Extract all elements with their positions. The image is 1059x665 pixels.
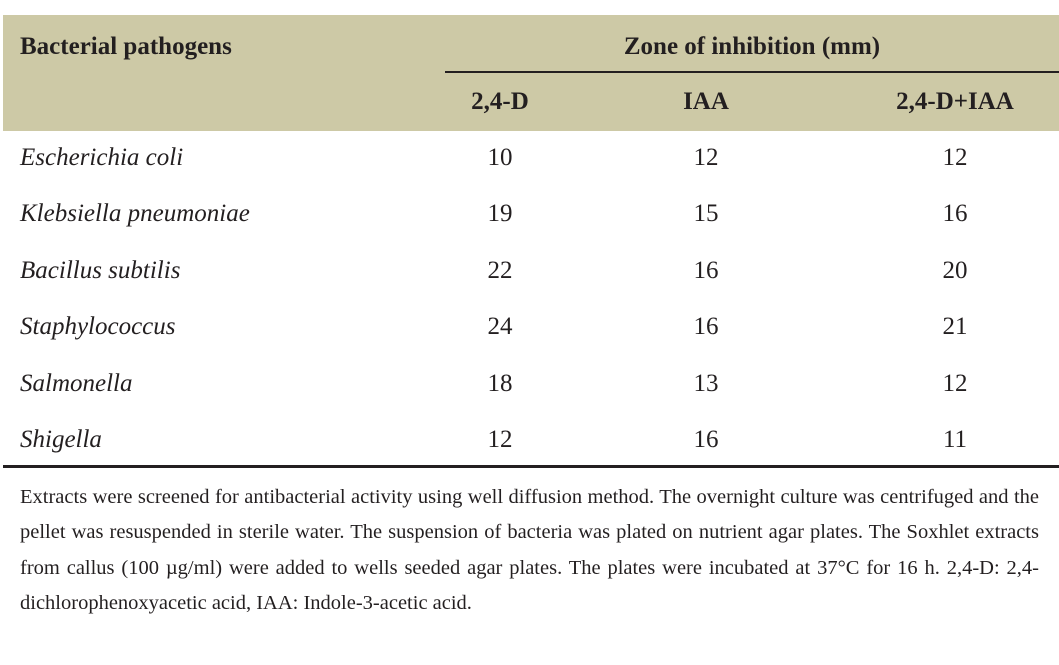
header-cell: 2,4-D [471, 88, 529, 115]
cell-value: 22 [487, 256, 513, 284]
cell-value: 16 [693, 426, 719, 453]
header-band [3, 15, 1059, 131]
cell-value: 21 [942, 313, 968, 341]
cell-value: 13 [693, 369, 719, 397]
row-label: Klebsiella pneumoniae [20, 200, 250, 228]
header-cell: 2,4-D+IAA [896, 88, 1014, 115]
header-rule [445, 71, 1059, 73]
footnote: Extracts were screened for antibacterial… [20, 486, 1039, 615]
cell-value: 10 [487, 144, 513, 171]
row-label: Escherichia coli [20, 144, 184, 171]
cell-value: 11 [942, 426, 968, 453]
cell-value: 12 [942, 369, 968, 397]
cell-value: 15 [693, 200, 719, 228]
row-label: Shigella [20, 426, 102, 453]
cell-value: 16 [942, 200, 968, 228]
header-group: Zone of inhibition (mm) [623, 33, 881, 60]
cell-value: 18 [487, 369, 513, 397]
header-cell: Bacterial pathogens [20, 33, 232, 60]
cell-value: 19 [487, 200, 513, 228]
cell-value: 20 [942, 256, 968, 284]
cell-value: 16 [693, 313, 719, 341]
row-label: Bacillus subtilis [20, 256, 181, 284]
cell-value: 12 [487, 426, 513, 453]
row-label: Salmonella [20, 369, 133, 397]
row-label: Staphylococcus [20, 313, 176, 341]
cell-value: 16 [693, 256, 719, 284]
cell-value: 12 [693, 144, 719, 171]
header-cell: IAA [683, 88, 729, 115]
bottom-rule [3, 465, 1059, 468]
cell-value: 12 [942, 144, 968, 171]
cell-value: 24 [487, 313, 513, 341]
